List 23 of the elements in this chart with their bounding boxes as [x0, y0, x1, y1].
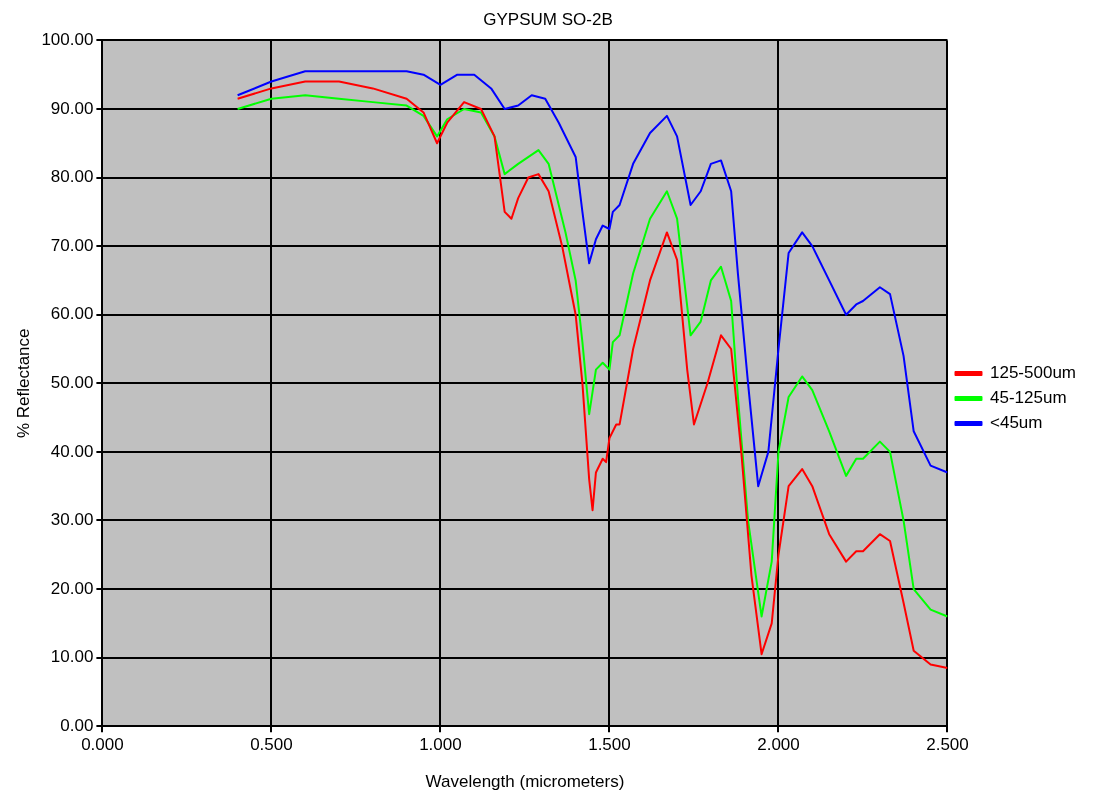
y-tick-label: 10.00 — [50, 647, 94, 667]
y-tick-label: 0.00 — [60, 715, 94, 735]
y-tick-label: 30.00 — [50, 510, 94, 530]
x-tick-label: 2.000 — [757, 735, 800, 755]
legend-label: <45um — [990, 413, 1043, 433]
x-tick-label: 0.000 — [81, 735, 124, 755]
x-tick-label: 1.000 — [419, 735, 462, 755]
y-tick-label: 50.00 — [50, 372, 94, 392]
y-tick-label: 70.00 — [50, 235, 94, 255]
y-tick-label: 100.00 — [41, 30, 94, 50]
chart-title: GYPSUM SO-2B — [483, 9, 613, 29]
y-axis-title: % Reflectance — [13, 328, 33, 439]
x-tick-label: 2.500 — [926, 735, 969, 755]
y-tick-label: 40.00 — [50, 441, 94, 461]
x-tick-label: 0.500 — [250, 735, 293, 755]
legend-label: 45-125um — [990, 388, 1067, 408]
y-tick-label: 90.00 — [50, 98, 94, 118]
x-tick-label: 1.500 — [588, 735, 631, 755]
y-tick-label: 60.00 — [50, 304, 94, 324]
y-tick-label: 80.00 — [50, 167, 94, 187]
legend-label: 125-500um — [990, 363, 1077, 383]
x-axis-title: Wavelength (micrometers) — [425, 772, 625, 792]
y-tick-label: 20.00 — [50, 578, 94, 598]
